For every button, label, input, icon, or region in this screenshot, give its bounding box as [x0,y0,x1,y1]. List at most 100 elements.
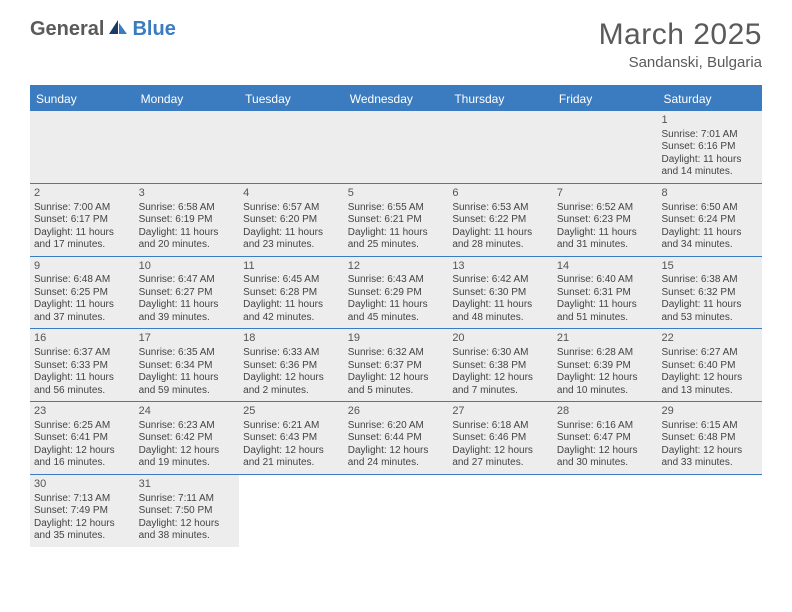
dayhead-fri: Friday [553,87,658,111]
day-info: Daylight: 11 hours [661,154,758,167]
logo-text-general: General [30,18,104,41]
day-info: Daylight: 11 hours [452,227,549,240]
day-info: Sunset: 6:20 PM [243,214,340,227]
day-info: Sunset: 6:28 PM [243,287,340,300]
calendar-cell: 18Sunrise: 6:33 AMSunset: 6:36 PMDayligh… [239,329,344,401]
logo-text-blue: Blue [132,18,175,41]
day-info: and 56 minutes. [34,385,131,398]
day-info: Sunrise: 6:16 AM [557,420,654,433]
day-info: Daylight: 12 hours [348,372,445,385]
day-info: and 13 minutes. [661,385,758,398]
day-info: and 34 minutes. [661,239,758,252]
day-info: Daylight: 12 hours [661,372,758,385]
dayhead-wed: Wednesday [344,87,449,111]
day-info: Sunset: 6:16 PM [661,141,758,154]
day-info: and 33 minutes. [661,457,758,470]
day-header-row: Sunday Monday Tuesday Wednesday Thursday… [30,87,762,111]
calendar: Sunday Monday Tuesday Wednesday Thursday… [30,85,762,547]
day-info: Daylight: 11 hours [139,227,236,240]
day-info: and 7 minutes. [452,385,549,398]
calendar-cell: 8Sunrise: 6:50 AMSunset: 6:24 PMDaylight… [657,184,762,256]
day-info: and 37 minutes. [34,312,131,325]
day-number: 17 [139,332,236,346]
calendar-cell: 30Sunrise: 7:13 AMSunset: 7:49 PMDayligh… [30,475,135,547]
day-info: and 45 minutes. [348,312,445,325]
day-info: Sunset: 6:46 PM [452,432,549,445]
calendar-cell: 3Sunrise: 6:58 AMSunset: 6:19 PMDaylight… [135,184,240,256]
day-info: Sunset: 6:29 PM [348,287,445,300]
day-info: and 23 minutes. [243,239,340,252]
calendar-cell: 29Sunrise: 6:15 AMSunset: 6:48 PMDayligh… [657,402,762,474]
calendar-cell: 12Sunrise: 6:43 AMSunset: 6:29 PMDayligh… [344,257,449,329]
day-info: Daylight: 11 hours [557,227,654,240]
calendar-cell [239,475,344,547]
day-number: 28 [557,405,654,419]
day-info: Daylight: 12 hours [452,445,549,458]
day-number: 5 [348,187,445,201]
day-info: and 21 minutes. [243,457,340,470]
sail-icon [107,18,129,41]
month-title: March 2025 [599,18,762,52]
day-info: and 53 minutes. [661,312,758,325]
day-info: Sunrise: 6:50 AM [661,202,758,215]
calendar-cell: 31Sunrise: 7:11 AMSunset: 7:50 PMDayligh… [135,475,240,547]
day-info: and 30 minutes. [557,457,654,470]
calendar-cell [344,475,449,547]
day-info: Sunrise: 6:27 AM [661,347,758,360]
day-number: 4 [243,187,340,201]
calendar-cell: 11Sunrise: 6:45 AMSunset: 6:28 PMDayligh… [239,257,344,329]
day-info: Sunrise: 6:15 AM [661,420,758,433]
day-info: Sunset: 6:33 PM [34,360,131,373]
day-info: and 5 minutes. [348,385,445,398]
calendar-cell [30,111,135,183]
day-info: Sunrise: 7:00 AM [34,202,131,215]
day-info: Daylight: 12 hours [557,372,654,385]
calendar-cell: 20Sunrise: 6:30 AMSunset: 6:38 PMDayligh… [448,329,553,401]
day-number: 22 [661,332,758,346]
day-info: Sunrise: 6:35 AM [139,347,236,360]
day-info: Daylight: 11 hours [348,227,445,240]
day-number: 3 [139,187,236,201]
day-info: Sunrise: 6:42 AM [452,274,549,287]
day-number: 15 [661,260,758,274]
day-info: and 10 minutes. [557,385,654,398]
calendar-cell: 10Sunrise: 6:47 AMSunset: 6:27 PMDayligh… [135,257,240,329]
day-info: Sunrise: 6:37 AM [34,347,131,360]
day-info: Sunrise: 6:20 AM [348,420,445,433]
calendar-cell: 28Sunrise: 6:16 AMSunset: 6:47 PMDayligh… [553,402,658,474]
day-info: Sunrise: 6:30 AM [452,347,549,360]
dayhead-thu: Thursday [448,87,553,111]
day-info: Sunrise: 6:32 AM [348,347,445,360]
week-row: 16Sunrise: 6:37 AMSunset: 6:33 PMDayligh… [30,329,762,402]
week-row: 9Sunrise: 6:48 AMSunset: 6:25 PMDaylight… [30,257,762,330]
calendar-cell [448,111,553,183]
day-info: and 16 minutes. [34,457,131,470]
week-row: 2Sunrise: 7:00 AMSunset: 6:17 PMDaylight… [30,184,762,257]
calendar-cell [657,475,762,547]
day-info: Sunrise: 6:40 AM [557,274,654,287]
day-info: Sunrise: 6:47 AM [139,274,236,287]
day-info: Sunset: 6:31 PM [557,287,654,300]
day-info: and 39 minutes. [139,312,236,325]
day-info: Sunset: 6:37 PM [348,360,445,373]
day-number: 1 [661,114,758,128]
day-info: Daylight: 12 hours [348,445,445,458]
calendar-cell: 24Sunrise: 6:23 AMSunset: 6:42 PMDayligh… [135,402,240,474]
day-info: Daylight: 11 hours [139,299,236,312]
day-info: Sunrise: 6:28 AM [557,347,654,360]
week-row: 23Sunrise: 6:25 AMSunset: 6:41 PMDayligh… [30,402,762,475]
day-info: Sunset: 6:36 PM [243,360,340,373]
day-info: Sunrise: 6:25 AM [34,420,131,433]
day-info: Sunrise: 6:43 AM [348,274,445,287]
day-info: Daylight: 12 hours [139,445,236,458]
calendar-cell: 23Sunrise: 6:25 AMSunset: 6:41 PMDayligh… [30,402,135,474]
header: General Blue March 2025 Sandanski, Bulga… [0,0,792,79]
day-info: Sunrise: 6:48 AM [34,274,131,287]
day-info: Sunrise: 7:01 AM [661,129,758,142]
day-info: Sunrise: 6:33 AM [243,347,340,360]
calendar-cell [448,475,553,547]
day-info: Daylight: 12 hours [243,445,340,458]
dayhead-sun: Sunday [30,87,135,111]
day-number: 29 [661,405,758,419]
calendar-cell: 21Sunrise: 6:28 AMSunset: 6:39 PMDayligh… [553,329,658,401]
